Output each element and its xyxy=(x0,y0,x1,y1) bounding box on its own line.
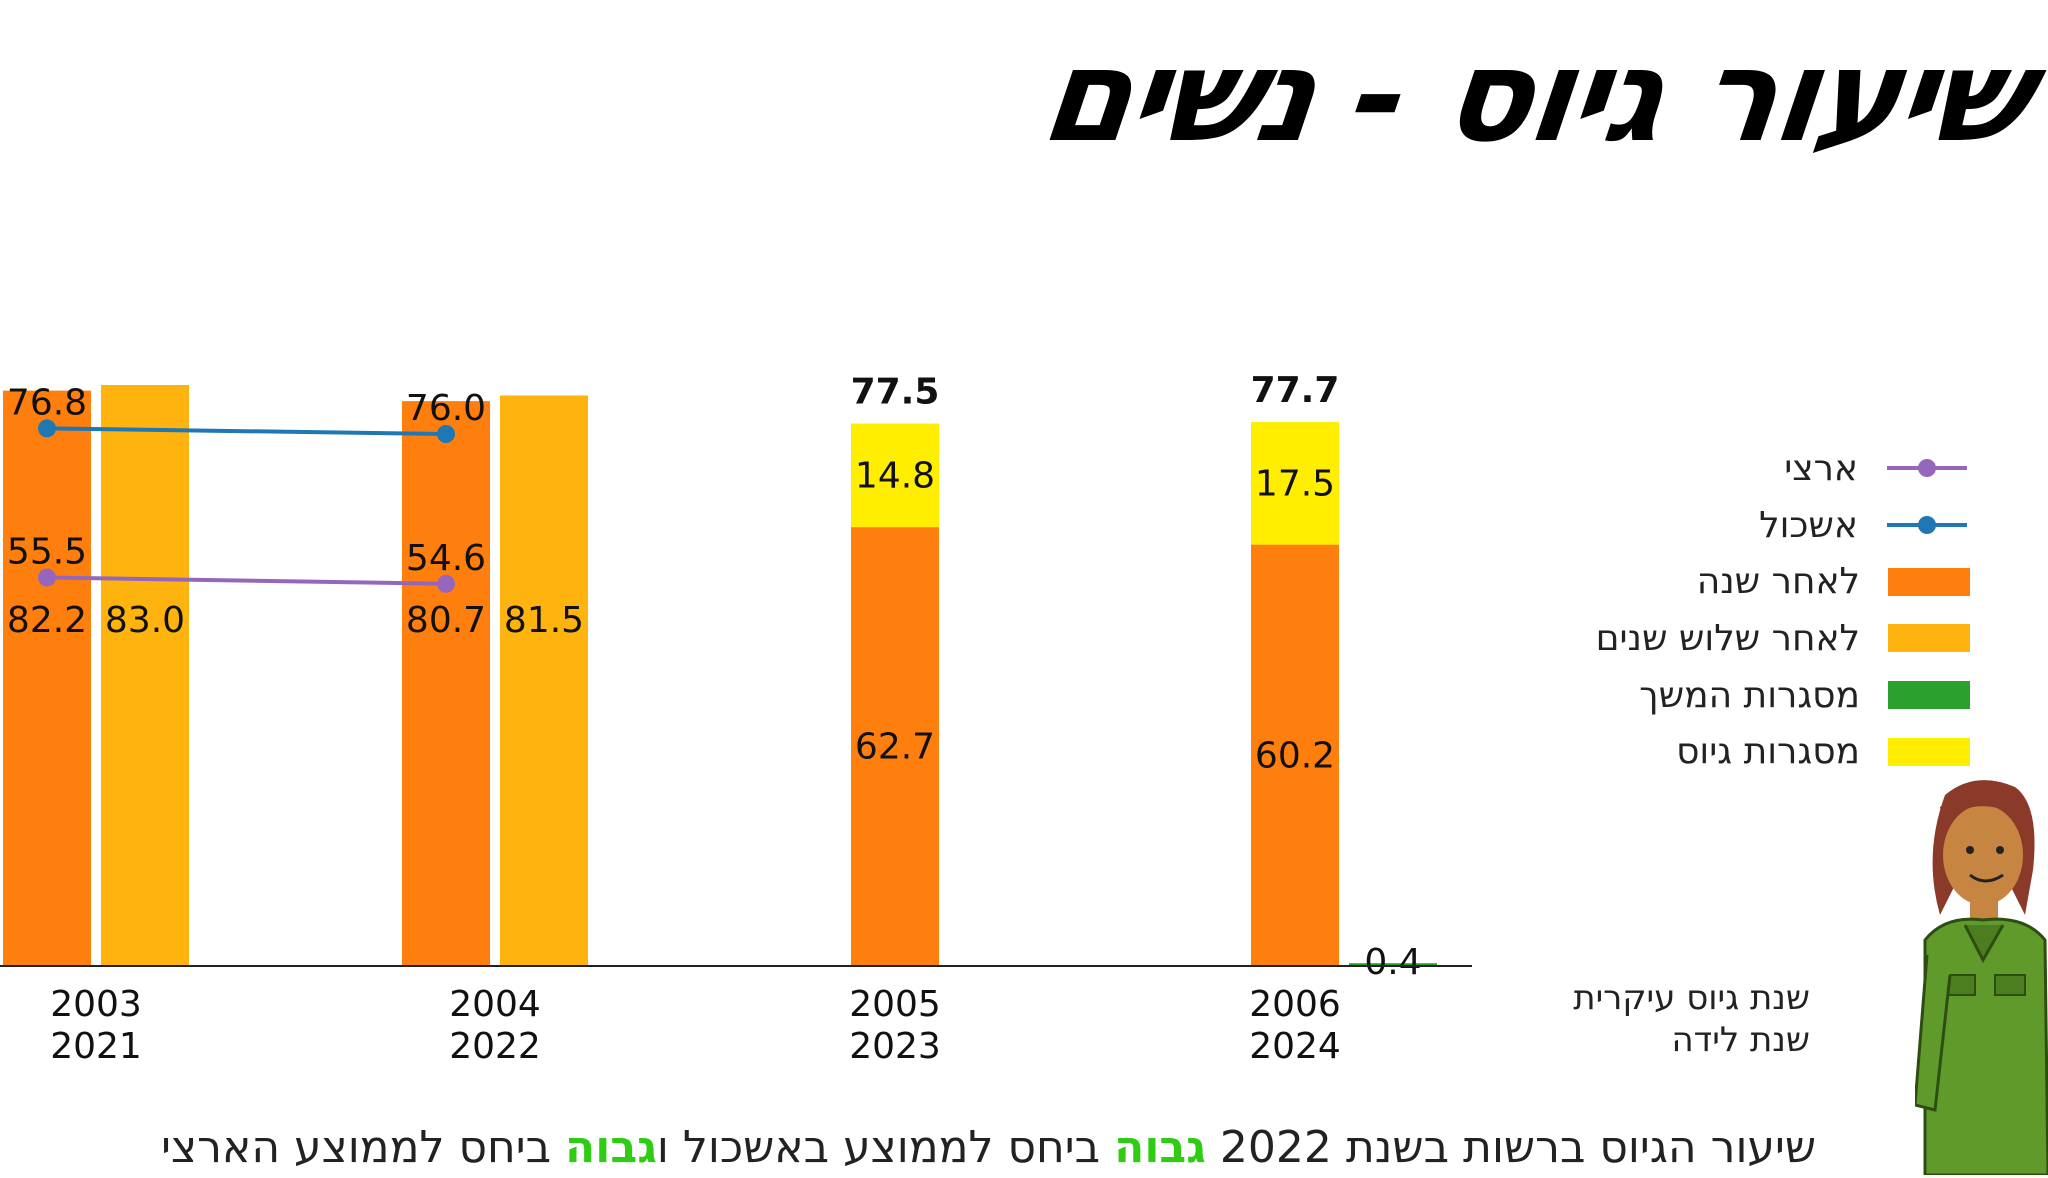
data-label-after-one-year: 80.7 xyxy=(406,600,486,641)
legend-item-after-three-years: לאחר שלוש שנים xyxy=(1570,610,1970,667)
bar-after-one-year xyxy=(402,401,490,967)
bottom-note: שיעור הגיוס ברשות בשנת 2022 גבוה ביחס למ… xyxy=(161,1122,1816,1173)
x-tick-label-year: 2005 xyxy=(849,984,941,1025)
x-tick-label-birth-year: 2023 xyxy=(849,1026,941,1067)
legend-swatch xyxy=(1888,567,1970,596)
note-part3: ביחס לממוצע הארצי xyxy=(161,1122,552,1173)
data-label-total: 77.7 xyxy=(1251,370,1340,411)
bar-after-three-years xyxy=(500,395,588,966)
legend-label: לאחר שלוש שנים xyxy=(1595,617,1860,659)
legend-line-eshkol xyxy=(1887,516,1967,535)
bar-after-one-year xyxy=(3,390,91,967)
data-label-total: 77.5 xyxy=(851,372,940,413)
data-label-draft-frameworks: 17.5 xyxy=(1255,463,1335,504)
note-highlight-2: גבוה xyxy=(565,1122,657,1173)
legend-item-after-one-year: לאחר שנה xyxy=(1570,553,1970,610)
legend-swatch xyxy=(1888,737,1970,766)
data-label-after-one-year: 60.2 xyxy=(1255,735,1335,776)
eshkol-line xyxy=(46,426,447,436)
data-label-after-one-year: 62.7 xyxy=(855,727,935,768)
legend-swatch xyxy=(1888,681,1970,710)
data-label-after-three-years: 81.5 xyxy=(504,600,584,641)
legend-label: לאחר שנה xyxy=(1696,561,1860,603)
legend-swatch xyxy=(1888,624,1970,653)
national-point xyxy=(38,568,56,587)
legend-item-national: ארצי xyxy=(1570,440,1970,497)
bar-draft-frameworks xyxy=(851,423,939,528)
x-axis-caption: שנת גיוס עיקרית שנת לידה xyxy=(1530,977,1810,1061)
x-tick-label-year: 2006 xyxy=(1249,984,1341,1025)
note-part2: ביחס לממוצע באשכול ו xyxy=(656,1122,1101,1173)
bar-after-one-year xyxy=(851,527,939,966)
legend-line-national xyxy=(1887,459,1967,478)
national-label: 54.6 xyxy=(406,538,486,579)
legend-label: ארצי xyxy=(1784,447,1858,489)
x-tick-label-birth-year: 2024 xyxy=(1249,1026,1341,1067)
legend-label: מסגרות המשך xyxy=(1639,674,1860,716)
bar-after-one-year xyxy=(1251,544,1339,966)
national-label: 55.5 xyxy=(7,532,87,573)
x-tick-label-year: 2003 xyxy=(50,984,142,1025)
legend-item-continuation: מסגרות המשך xyxy=(1570,667,1970,724)
data-label-after-three-years: 83.0 xyxy=(105,600,185,641)
eshkol-point xyxy=(437,425,455,443)
bar-continuation-frameworks xyxy=(1349,963,1437,966)
eshkol-label: 76.8 xyxy=(7,382,87,423)
x-axis-caption-line1: שנת גיוס עיקרית xyxy=(1573,978,1810,1018)
national-line xyxy=(46,575,447,586)
soldier-mascot-icon xyxy=(1915,780,2048,1175)
national-point xyxy=(437,574,455,593)
x-tick-label-year: 2004 xyxy=(449,984,541,1025)
legend-label: מסגרות גיוס xyxy=(1676,731,1860,773)
bar-after-three-years xyxy=(101,385,189,966)
x-tick-label-birth-year: 2021 xyxy=(50,1026,142,1067)
x-axis-caption-line2: שנת לידה xyxy=(1671,1020,1810,1060)
legend-label: אשכול xyxy=(1759,504,1858,546)
data-label-continuation-frameworks: 0.4 xyxy=(1364,942,1421,983)
eshkol-point xyxy=(38,419,56,438)
data-label-draft-frameworks: 14.8 xyxy=(855,455,935,496)
legend-item-draft-frameworks: מסגרות גיוס xyxy=(1570,723,1970,780)
data-label-after-one-year: 82.2 xyxy=(7,600,87,641)
x-tick-label-birth-year: 2022 xyxy=(449,1026,541,1067)
note-part1: שיעור הגיוס ברשות בשנת 2022 xyxy=(1219,1122,1816,1173)
legend-item-eshkol: אשכול xyxy=(1570,497,1970,554)
eshkol-label: 76.0 xyxy=(406,388,486,429)
legend: ארצי אשכול לאחר שנה לאחר שלוש שנים מסגרו… xyxy=(1570,440,1970,780)
bar-draft-frameworks xyxy=(1251,422,1339,545)
note-highlight-1: גבוה xyxy=(1114,1122,1206,1173)
